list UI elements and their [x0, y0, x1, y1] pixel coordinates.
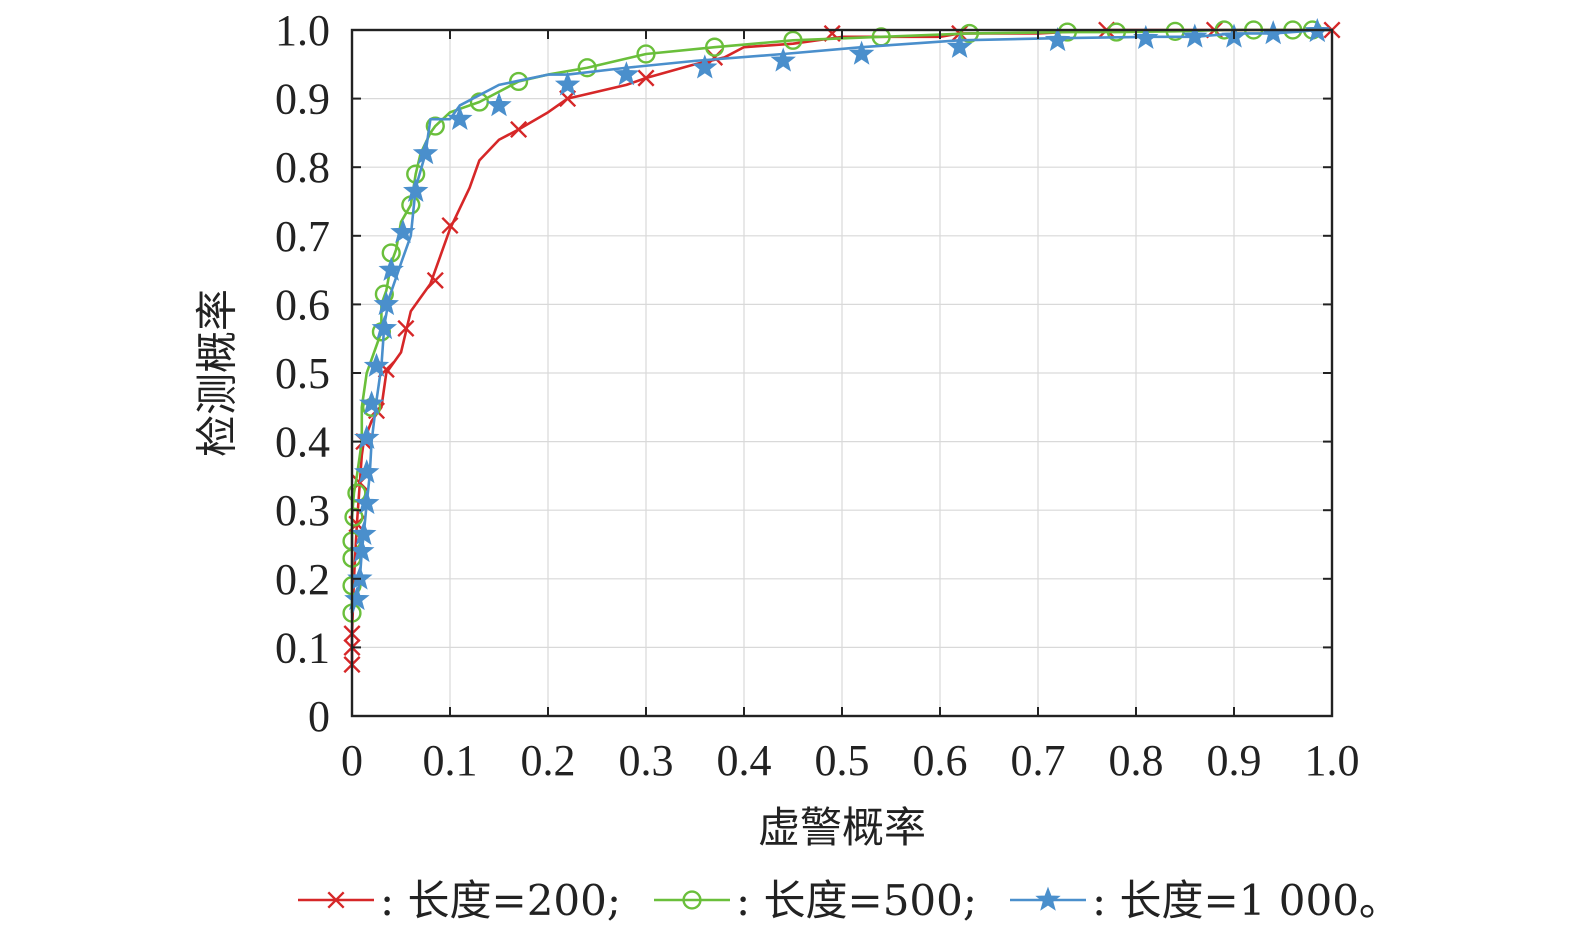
- y-tick-label: 0.2: [275, 555, 330, 604]
- series-marker: [412, 140, 439, 165]
- y-tick-label: 0.4: [275, 418, 330, 467]
- series-marker: [403, 177, 429, 202]
- series-marker: [390, 219, 416, 244]
- legend-marker: [682, 890, 702, 910]
- series-marker: [1106, 22, 1126, 42]
- series-marker: [371, 315, 398, 340]
- x-tick-label: 0.5: [815, 736, 870, 785]
- x-tick-label: 0: [341, 736, 363, 785]
- legend-entry-1: : 长度=500;: [654, 876, 977, 925]
- series-marker: [704, 37, 725, 57]
- legend: : 长度=200; : 长度=500; : 长度=1 000。: [298, 876, 1401, 925]
- series-marker: [1165, 21, 1185, 41]
- x-tick-label: 0.7: [1011, 736, 1066, 785]
- series-marker: [1044, 26, 1071, 52]
- legend-marker: [1035, 886, 1061, 911]
- y-tick-label: 1.0: [275, 6, 330, 55]
- series-marker: [344, 507, 364, 527]
- x-axis-title: 虚警概率: [758, 803, 926, 852]
- series-marker: [1133, 24, 1159, 50]
- series-marker: [441, 216, 459, 235]
- y-tick-label: 0.7: [275, 212, 330, 261]
- series-marker: [351, 520, 377, 545]
- series-marker: [354, 490, 380, 515]
- series-marker: [486, 92, 512, 117]
- legend-label: : 长度=1 000。: [1092, 876, 1401, 925]
- y-axis-title: 检测概率: [193, 289, 242, 457]
- series-marker: [426, 271, 444, 289]
- series-marker: [577, 58, 597, 78]
- grid: [352, 30, 1332, 716]
- series-marker: [959, 23, 979, 44]
- x-tick-label: 0.8: [1109, 736, 1164, 785]
- series-marker: [344, 586, 370, 611]
- series-marker: [373, 291, 399, 316]
- series-marker: [510, 120, 528, 139]
- series-marker: [397, 319, 415, 337]
- x-tick-label: 0.2: [521, 736, 576, 785]
- legend-entry-0: : 长度=200;: [298, 876, 621, 925]
- series-2: [344, 18, 1332, 614]
- y-tick-label: 0.3: [275, 486, 330, 535]
- x-tick-label: 0.6: [913, 736, 968, 785]
- series-marker: [447, 105, 473, 130]
- series-1: [342, 20, 1332, 623]
- series-marker: [378, 256, 404, 281]
- series-marker: [358, 390, 385, 415]
- series-layer: [342, 18, 1341, 674]
- series-marker: [1182, 23, 1208, 48]
- series-marker: [637, 69, 655, 87]
- series-marker: [636, 44, 656, 64]
- x-tick-label: 1.0: [1305, 736, 1360, 785]
- series-line: [350, 28, 1332, 614]
- series-marker: [1260, 20, 1286, 45]
- y-tick-label: 0: [308, 692, 330, 741]
- y-tick-label: 0.5: [275, 349, 330, 398]
- x-tick-label: 0.4: [717, 736, 772, 785]
- legend-marker: [327, 891, 345, 909]
- x-tick-label: 0.3: [619, 736, 674, 785]
- y-tick-label: 0.1: [275, 623, 330, 672]
- series-marker: [425, 116, 445, 136]
- y-tick-label: 0.8: [275, 143, 330, 192]
- y-tick-label: 0.9: [275, 75, 330, 124]
- series-marker: [613, 61, 640, 86]
- series-marker: [554, 71, 581, 96]
- series-marker: [354, 459, 380, 484]
- series-marker: [363, 352, 390, 377]
- legend-label: : 长度=200;: [380, 876, 621, 925]
- series-marker: [848, 40, 875, 65]
- series-marker: [770, 47, 796, 72]
- ticks: 0 0.1 0.2 0.3 0.4 0.5 0.6 0.7 0.8 0.9 1.0 0 0.1 0.2 0.…: [275, 6, 1360, 785]
- series-marker: [946, 33, 973, 58]
- series-marker: [692, 54, 718, 79]
- series-marker: [349, 538, 375, 563]
- x-tick-label: 0.9: [1207, 736, 1262, 785]
- series-marker: [354, 424, 380, 449]
- series-marker: [783, 30, 803, 50]
- legend-entry-2: : 长度=1 000。: [1010, 876, 1401, 925]
- y-tick-label: 0.6: [275, 280, 330, 329]
- x-tick-label: 0.1: [423, 736, 478, 785]
- legend-label: : 长度=500;: [736, 876, 977, 925]
